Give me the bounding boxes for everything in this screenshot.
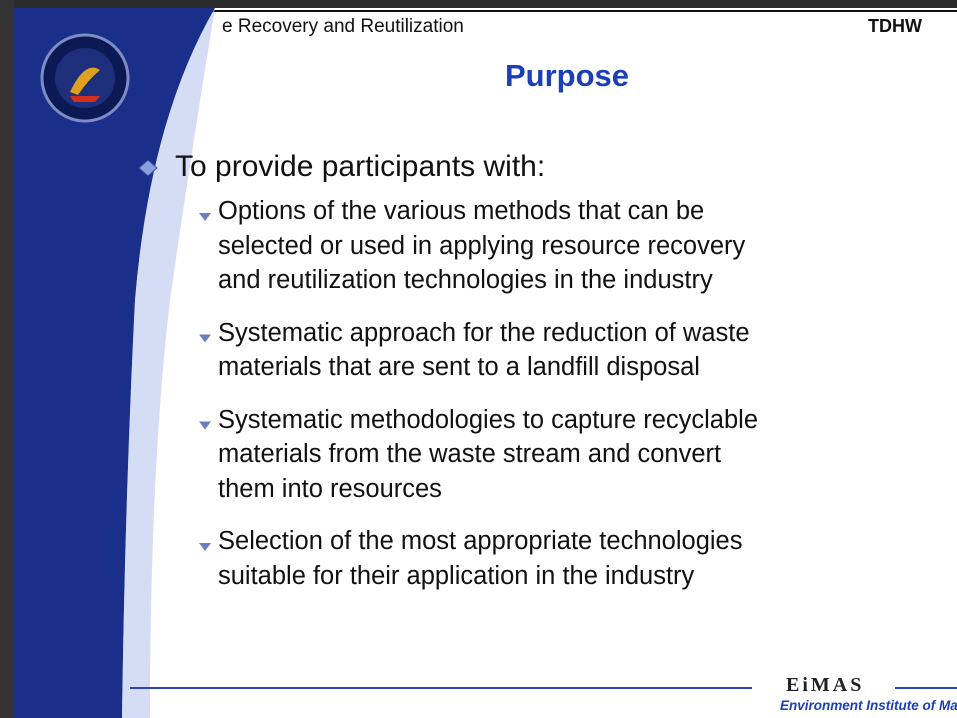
footer-org: Environment Institute of Malaysia <box>780 698 957 713</box>
sub-bullet-line: suitable for their application in the in… <box>218 561 695 590</box>
main-bullet-text: To provide participants with: <box>175 150 546 183</box>
sub-bullet-marker <box>199 213 211 221</box>
swoosh-highlight <box>122 8 215 718</box>
sub-bullet-line: Selection of the most appropriate techno… <box>218 527 743 555</box>
left-edge <box>0 0 14 718</box>
logo-figure <box>70 67 100 95</box>
sub-bullet-line: materials from the waste stream and conv… <box>218 440 722 468</box>
sub-bullet-line: Systematic approach for the reduction of… <box>218 318 750 347</box>
sub-bullet-line: Systematic methodologies to capture recy… <box>218 405 759 434</box>
sub-bullet-marker <box>199 543 211 551</box>
footer-logo: EiMAS <box>786 674 865 696</box>
logo-base <box>70 96 100 102</box>
header-left: e Recovery and Reutilization <box>222 16 464 37</box>
sub-bullet-line: materials that are sent to a landfill di… <box>218 353 700 381</box>
sub-bullet-line: them into resources <box>218 474 442 503</box>
main-bullet <box>138 159 158 177</box>
sub-bullet-line: and reutilization technologies in the in… <box>218 266 713 294</box>
sub-bullet-marker <box>199 421 211 430</box>
swoosh <box>14 8 215 718</box>
sub-bullet-line: selected or used in applying resource re… <box>218 231 746 260</box>
header-right: TDHW <box>868 16 922 36</box>
sub-bullet-line: Options of the various methods that can … <box>218 197 705 225</box>
sub-bullet-marker <box>199 334 211 343</box>
top-edge <box>0 0 957 8</box>
slide-title: Purpose <box>504 58 630 93</box>
